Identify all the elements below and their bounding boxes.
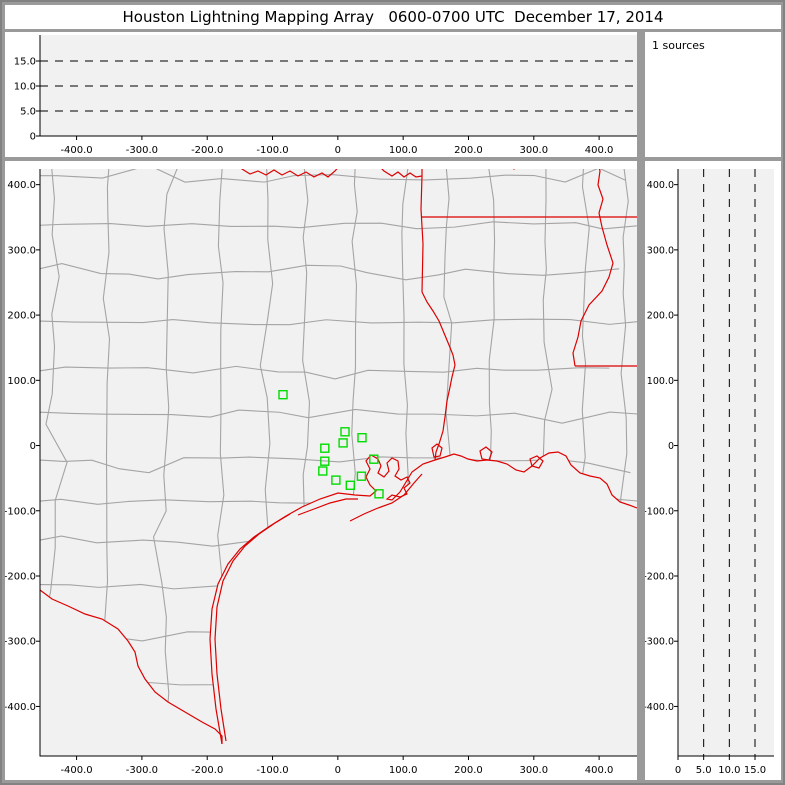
svg-text:100.0: 100.0 <box>647 376 674 387</box>
svg-text:-400.0: -400.0 <box>60 145 92 156</box>
station-marker <box>318 466 328 476</box>
svg-text:-300.0: -300.0 <box>126 145 158 156</box>
svg-text:10.0: 10.0 <box>718 765 740 776</box>
svg-text:200.0: 200.0 <box>7 311 36 322</box>
svg-text:5.0: 5.0 <box>696 765 712 776</box>
svg-text:-100.0: -100.0 <box>5 506 36 517</box>
svg-text:300.0: 300.0 <box>519 145 548 156</box>
window-title: Houston Lightning Mapping Array 0600-070… <box>5 5 781 29</box>
svg-text:200.0: 200.0 <box>454 765 483 776</box>
svg-text:0: 0 <box>30 132 36 143</box>
station-marker <box>331 475 341 485</box>
svg-text:-300.0: -300.0 <box>645 637 674 648</box>
svg-text:-200.0: -200.0 <box>645 571 674 582</box>
svg-text:-100.0: -100.0 <box>256 145 288 156</box>
lma-station-markers <box>278 389 384 499</box>
svg-text:5.0: 5.0 <box>20 107 36 118</box>
station-marker <box>320 443 330 453</box>
svg-text:-400.0: -400.0 <box>5 702 36 713</box>
svg-text:-100.0: -100.0 <box>256 765 288 776</box>
svg-text:-400.0: -400.0 <box>645 702 674 713</box>
svg-text:300.0: 300.0 <box>7 245 36 256</box>
svg-text:100.0: 100.0 <box>389 765 418 776</box>
svg-text:400.0: 400.0 <box>7 180 36 191</box>
station-marker <box>340 427 350 437</box>
station-marker <box>345 480 355 490</box>
station-marker <box>374 489 384 499</box>
plot-area <box>678 169 774 756</box>
svg-text:-400.0: -400.0 <box>60 765 92 776</box>
svg-text:200.0: 200.0 <box>454 145 483 156</box>
state-borders-and-coastline <box>40 169 637 745</box>
altitude-gridlines <box>703 169 756 756</box>
coastal-lake <box>529 455 544 469</box>
axes: -400.0 -300.0 -200.0 -100.0 0 100.0 200.0 300.0… <box>5 169 637 776</box>
panel-sources-count: 1 sources <box>645 32 781 157</box>
svg-text:-300.0: -300.0 <box>126 765 158 776</box>
station-marker <box>320 456 330 466</box>
altitude-gridlines <box>40 60 637 112</box>
plot-area <box>40 35 637 136</box>
plot-area <box>40 169 637 756</box>
barrier-island <box>349 473 423 522</box>
barrier-island <box>214 513 291 742</box>
svg-text:0: 0 <box>675 765 681 776</box>
station-marker <box>369 454 379 464</box>
svg-text:200.0: 200.0 <box>647 311 674 322</box>
axes: 0 5.0 10.0 15.0 400.0 300.0 200.0 100.0 0 -100.0 -… <box>645 169 774 776</box>
svg-text:100.0: 100.0 <box>7 376 36 387</box>
svg-text:0: 0 <box>335 765 341 776</box>
svg-text:15.0: 15.0 <box>14 57 36 68</box>
station-marker <box>357 433 367 443</box>
svg-text:10.0: 10.0 <box>14 82 36 93</box>
panel-plan-view-map: -400.0 -300.0 -200.0 -100.0 0 100.0 200.0 300.0… <box>5 161 637 780</box>
station-marker <box>338 438 348 448</box>
barrier-island <box>297 498 358 516</box>
svg-text:-200.0: -200.0 <box>191 145 223 156</box>
svg-text:100.0: 100.0 <box>389 145 418 156</box>
axes: -400.0 -300.0 -200.0 -100.0 0 100.0 200.0 300.0… <box>14 35 637 156</box>
station-marker <box>356 471 367 481</box>
svg-text:-100.0: -100.0 <box>645 506 674 517</box>
svg-text:0: 0 <box>30 441 36 452</box>
sources-count-label: 1 sources <box>652 39 705 52</box>
svg-text:300.0: 300.0 <box>519 765 548 776</box>
svg-text:15.0: 15.0 <box>744 765 766 776</box>
svg-text:400.0: 400.0 <box>585 145 614 156</box>
station-marker <box>278 389 288 400</box>
svg-text:-200.0: -200.0 <box>191 765 223 776</box>
svg-text:-200.0: -200.0 <box>5 571 36 582</box>
svg-text:300.0: 300.0 <box>647 245 674 256</box>
panel-altitude-ns: 0 5.0 10.0 15.0 400.0 300.0 200.0 100.0 0 -100.0 -… <box>645 161 781 780</box>
coastal-lake <box>479 446 493 461</box>
svg-text:400.0: 400.0 <box>647 180 674 191</box>
coastal-lake <box>431 443 443 458</box>
svg-text:-300.0: -300.0 <box>5 637 36 648</box>
svg-text:0: 0 <box>668 441 674 452</box>
svg-text:400.0: 400.0 <box>585 765 614 776</box>
panel-altitude-ew: -400.0 -300.0 -200.0 -100.0 0 100.0 200.0 300.0… <box>5 32 637 157</box>
svg-text:0: 0 <box>335 145 341 156</box>
